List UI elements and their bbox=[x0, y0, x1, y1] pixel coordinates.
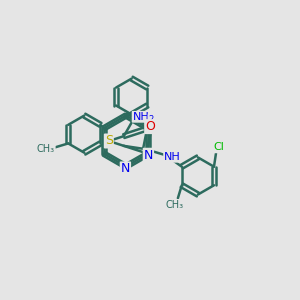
Text: 2: 2 bbox=[148, 115, 154, 124]
Text: CH₃: CH₃ bbox=[165, 200, 183, 210]
Text: N: N bbox=[121, 162, 130, 176]
Text: CH₃: CH₃ bbox=[37, 145, 55, 154]
Text: N: N bbox=[144, 149, 153, 162]
Text: NH: NH bbox=[133, 112, 149, 122]
Text: NH: NH bbox=[164, 152, 181, 162]
Text: S: S bbox=[105, 134, 113, 148]
Text: O: O bbox=[145, 120, 155, 133]
Text: Cl: Cl bbox=[213, 142, 224, 152]
